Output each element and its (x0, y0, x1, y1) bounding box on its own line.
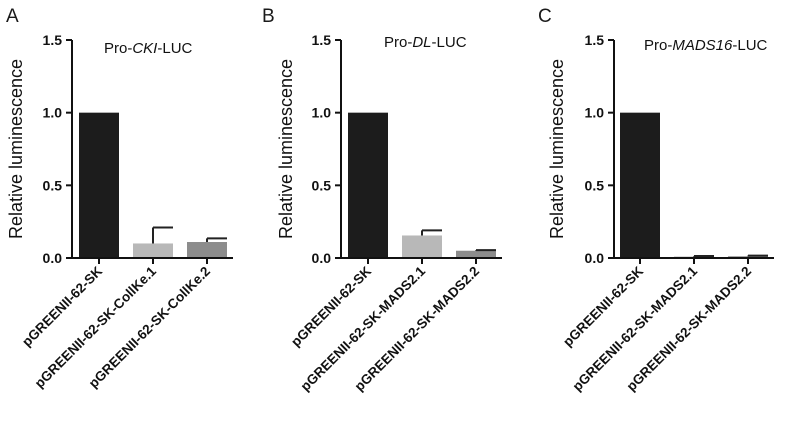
title-part: Pro- (104, 40, 132, 57)
chart-title: Pro-DL-LUC (384, 34, 467, 51)
title-part: -LUC (157, 40, 192, 57)
y-tick-label: 0.5 (585, 177, 605, 193)
y-tick-label: 1.5 (43, 32, 63, 48)
chart-panel-b: B Pro-DL-LUC Relative luminescence 0.0 0.5 1.… (262, 6, 502, 394)
panel-letter: A (6, 6, 19, 27)
bar (620, 112, 660, 259)
y-tick-label: 1.5 (312, 32, 332, 48)
chart-panel-c: C Pro-MADS16-LUC Relative luminescence 0.0 0… (538, 6, 774, 394)
chart-panel-a: A Pro-CKI-LUC Relative luminescence 0.0 0.5 1… (6, 6, 233, 391)
title-part: MADS16 (672, 37, 733, 54)
y-axis-label: Relative luminescence (547, 59, 567, 239)
bar (402, 235, 442, 258)
y-tick-label: 1.0 (43, 105, 63, 121)
title-part: DL (412, 34, 431, 51)
y-tick-label: 1.0 (312, 105, 332, 121)
bar (348, 112, 388, 259)
bar (456, 250, 496, 258)
chart-title: Pro-CKI-LUC (104, 40, 193, 57)
y-tick-label: 1.0 (585, 105, 605, 121)
panel-letter: B (262, 6, 275, 27)
bar (133, 243, 173, 258)
title-part: -LUC (432, 34, 467, 51)
y-tick-label: 0.0 (312, 250, 332, 266)
y-axis-label: Relative luminescence (276, 59, 296, 239)
title-part: Pro- (644, 37, 672, 54)
y-tick-label: 0.5 (312, 177, 332, 193)
y-tick-label: 1.5 (585, 32, 605, 48)
panel-letter: C (538, 6, 552, 27)
chart-title: Pro-MADS16-LUC (644, 37, 768, 54)
y-tick-label: 0.5 (43, 177, 63, 193)
y-axis-label: Relative luminescence (6, 59, 26, 239)
bar (187, 242, 227, 258)
y-tick-label: 0.0 (43, 250, 63, 266)
title-part: CKI (132, 40, 157, 57)
bar (79, 112, 119, 259)
title-part: Pro- (384, 34, 412, 51)
y-tick-label: 0.0 (585, 250, 605, 266)
title-part: -LUC (732, 37, 767, 54)
